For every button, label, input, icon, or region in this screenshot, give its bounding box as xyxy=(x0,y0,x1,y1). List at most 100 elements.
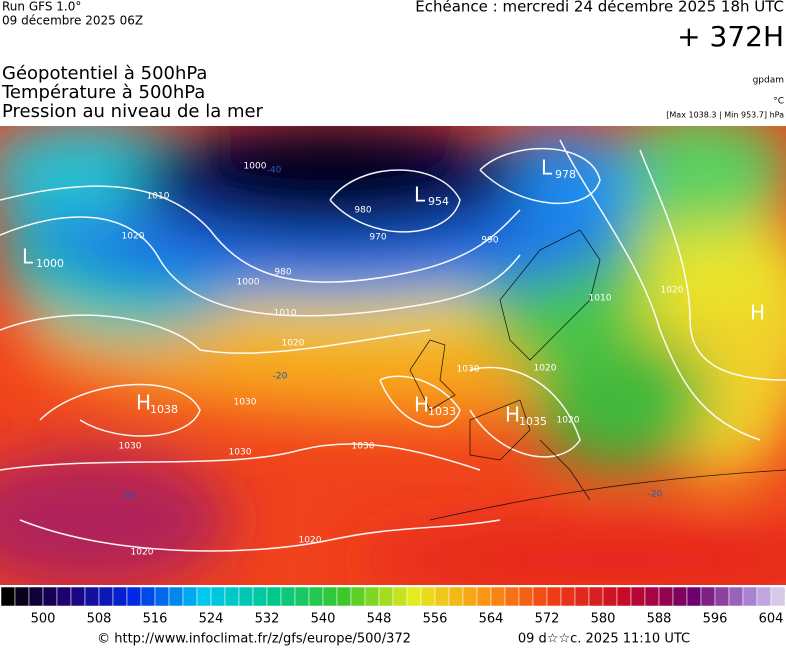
center-letter: H xyxy=(505,403,520,427)
colorbar-tick-label: 516 xyxy=(143,612,168,627)
colorbar-swatch xyxy=(266,586,282,607)
colorbar-swatch xyxy=(56,586,72,607)
unit-label: gpdam xyxy=(753,76,784,86)
colorbar-swatch xyxy=(98,586,114,607)
colorbar-swatch xyxy=(714,586,730,607)
colorbar-swatch xyxy=(28,586,44,607)
contour-label: -20 xyxy=(648,490,663,500)
colorbar-swatch xyxy=(182,586,198,607)
center-value: 1035 xyxy=(519,415,547,428)
colorbar-swatch xyxy=(630,586,646,607)
center-value: 1038 xyxy=(150,403,178,416)
contour-label: 1030 xyxy=(119,442,142,452)
colorbar-tick-label: 540 xyxy=(311,612,336,627)
contour-label: 1010 xyxy=(147,192,170,202)
contour-label: 1000 xyxy=(237,278,260,288)
colorbar-swatch xyxy=(294,586,310,607)
unit-label: [Max 1038.3 | Min 953.7] hPa xyxy=(666,111,784,120)
contour-label: 980 xyxy=(354,206,371,216)
colorbar-swatch xyxy=(588,586,604,607)
contour-label: -20 xyxy=(273,372,288,382)
source-url: © http://www.infoclimat.fr/z/gfs/europe/… xyxy=(97,632,411,647)
center-letter: H xyxy=(414,393,429,417)
center-value: 1033 xyxy=(428,405,456,418)
run-label: Run GFS 1.0° xyxy=(2,0,81,14)
contour-label: 1020 xyxy=(131,548,154,558)
lead-time: + 372H xyxy=(677,20,784,53)
colorbar-swatch xyxy=(112,586,128,607)
colorbar-swatch xyxy=(42,586,58,607)
colorbar-tick-label: 548 xyxy=(367,612,392,627)
center-letter: L xyxy=(541,156,553,180)
colorbar-tick-label: 588 xyxy=(647,612,672,627)
colorbar-swatch xyxy=(224,586,240,607)
contour-label: 1010 xyxy=(274,309,297,319)
contour-label: -30 xyxy=(121,492,136,502)
center-value: 954 xyxy=(428,195,449,208)
colorbar-swatch xyxy=(280,586,296,607)
colorbar-swatch xyxy=(672,586,688,607)
contour-label: 1020 xyxy=(282,339,305,349)
generated-time: 09 d☆☆c. 2025 11:10 UTC xyxy=(518,632,690,647)
colorbar-swatch xyxy=(210,586,226,607)
contour-label: 1000 xyxy=(244,162,267,172)
colorbar-swatch xyxy=(84,586,100,607)
center-value: 1000 xyxy=(36,257,64,270)
colorbar-swatch xyxy=(140,586,156,607)
colorbar-swatch xyxy=(686,586,702,607)
run-date: 09 décembre 2025 06Z xyxy=(2,14,143,28)
colorbar-swatch xyxy=(532,586,548,607)
field-map xyxy=(0,126,786,585)
colorbar-swatch xyxy=(756,586,772,607)
colorbar-tick-label: 580 xyxy=(591,612,616,627)
contour-label: 1030 xyxy=(352,442,375,452)
colorbar-swatch xyxy=(14,586,30,607)
colorbar-swatch xyxy=(350,586,366,607)
colorbar-tick-label: 524 xyxy=(199,612,224,627)
colorbar-swatch xyxy=(546,586,562,607)
colorbar-tick-label: 564 xyxy=(479,612,504,627)
colorbar-swatch xyxy=(518,586,534,607)
colorbar-swatch xyxy=(70,586,86,607)
field-title: Température à 500hPa xyxy=(1,82,205,103)
colorbar-swatch xyxy=(462,586,478,607)
colorbar-swatch xyxy=(448,586,464,607)
contour-label: 1030 xyxy=(457,365,480,375)
contour-label: 990 xyxy=(481,236,498,246)
colorbar-swatch xyxy=(322,586,338,607)
contour-label: 1020 xyxy=(122,232,145,242)
colorbar-tick-label: 572 xyxy=(535,612,560,627)
colorbar-swatch xyxy=(168,586,184,607)
colorbar-swatch xyxy=(378,586,394,607)
contour-label: 1020 xyxy=(299,536,322,546)
contour-label: -40 xyxy=(267,166,282,176)
colorbar-swatch xyxy=(770,586,786,607)
colorbar-swatch xyxy=(728,586,744,607)
colorbar-swatch xyxy=(0,586,16,607)
colorbar-swatch xyxy=(252,586,268,607)
center-letter: H xyxy=(750,301,765,325)
contour-label: 1020 xyxy=(557,416,580,426)
colorbar-tick-label: 500 xyxy=(31,612,56,627)
center-letter: H xyxy=(136,391,151,415)
colorbar-swatch xyxy=(308,586,324,607)
colorbar-tick-label: 532 xyxy=(255,612,280,627)
colorbar-swatch xyxy=(196,586,212,607)
colorbar-swatch xyxy=(126,586,142,607)
colorbar-tick-label: 508 xyxy=(87,612,112,627)
center-letter: L xyxy=(22,245,34,269)
colorbar-swatch xyxy=(658,586,674,607)
colorbar-swatch xyxy=(742,586,758,607)
colorbar-tick-label: 556 xyxy=(423,612,448,627)
colorbar-swatch xyxy=(700,586,716,607)
contour-label: 1030 xyxy=(229,448,252,458)
center-value: 978 xyxy=(555,168,576,181)
colorbar-swatch xyxy=(602,586,618,607)
colorbar-swatch xyxy=(574,586,590,607)
field-title: Pression au niveau de la mer xyxy=(2,101,264,122)
colorbar-swatch xyxy=(420,586,436,607)
colorbar-swatch xyxy=(560,586,576,607)
unit-label: °C xyxy=(773,97,784,107)
